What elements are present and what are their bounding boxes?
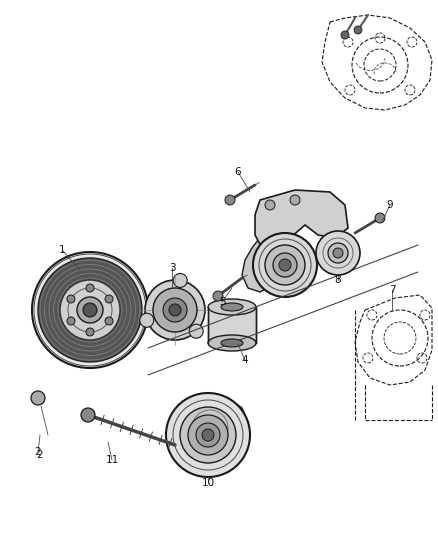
Circle shape xyxy=(213,291,223,301)
Text: 2: 2 xyxy=(37,450,43,460)
Circle shape xyxy=(196,423,220,447)
Circle shape xyxy=(333,248,343,258)
Circle shape xyxy=(375,213,385,223)
Circle shape xyxy=(290,195,300,205)
Circle shape xyxy=(328,243,348,263)
Circle shape xyxy=(316,231,360,275)
Circle shape xyxy=(166,393,250,477)
Circle shape xyxy=(145,280,205,340)
Circle shape xyxy=(67,295,75,303)
Circle shape xyxy=(67,317,75,325)
Circle shape xyxy=(202,429,214,441)
Circle shape xyxy=(60,280,120,340)
Circle shape xyxy=(105,317,113,325)
Circle shape xyxy=(83,303,97,317)
Circle shape xyxy=(31,391,45,405)
Polygon shape xyxy=(255,190,348,248)
Circle shape xyxy=(279,259,291,271)
Circle shape xyxy=(180,407,236,463)
Text: 1: 1 xyxy=(59,245,65,255)
Text: 6: 6 xyxy=(235,167,241,177)
Circle shape xyxy=(354,26,362,34)
Ellipse shape xyxy=(221,303,243,311)
Text: 3: 3 xyxy=(169,263,175,273)
Text: 8: 8 xyxy=(335,275,341,285)
Ellipse shape xyxy=(208,335,256,351)
Circle shape xyxy=(86,328,94,336)
Circle shape xyxy=(105,295,113,303)
Text: 4: 4 xyxy=(242,355,248,365)
Circle shape xyxy=(341,31,349,39)
Circle shape xyxy=(169,304,181,316)
Text: 2: 2 xyxy=(35,447,41,457)
Circle shape xyxy=(32,252,148,368)
Circle shape xyxy=(189,324,203,338)
Circle shape xyxy=(140,313,154,327)
Text: 10: 10 xyxy=(201,478,215,488)
Polygon shape xyxy=(242,240,275,292)
Text: 9: 9 xyxy=(387,200,393,210)
Circle shape xyxy=(153,288,197,332)
Circle shape xyxy=(163,298,187,322)
Circle shape xyxy=(265,200,275,210)
Ellipse shape xyxy=(208,299,256,315)
Ellipse shape xyxy=(221,339,243,347)
Circle shape xyxy=(86,284,94,292)
Text: 11: 11 xyxy=(106,455,119,465)
Circle shape xyxy=(38,258,142,362)
Circle shape xyxy=(253,233,317,297)
Circle shape xyxy=(265,245,305,285)
Bar xyxy=(208,307,256,343)
Circle shape xyxy=(273,253,297,277)
Text: 5: 5 xyxy=(219,297,225,307)
Circle shape xyxy=(77,297,103,323)
Circle shape xyxy=(173,273,187,287)
Polygon shape xyxy=(175,395,248,460)
Circle shape xyxy=(81,408,95,422)
Text: 7: 7 xyxy=(389,285,396,295)
Circle shape xyxy=(188,415,228,455)
Circle shape xyxy=(225,195,235,205)
